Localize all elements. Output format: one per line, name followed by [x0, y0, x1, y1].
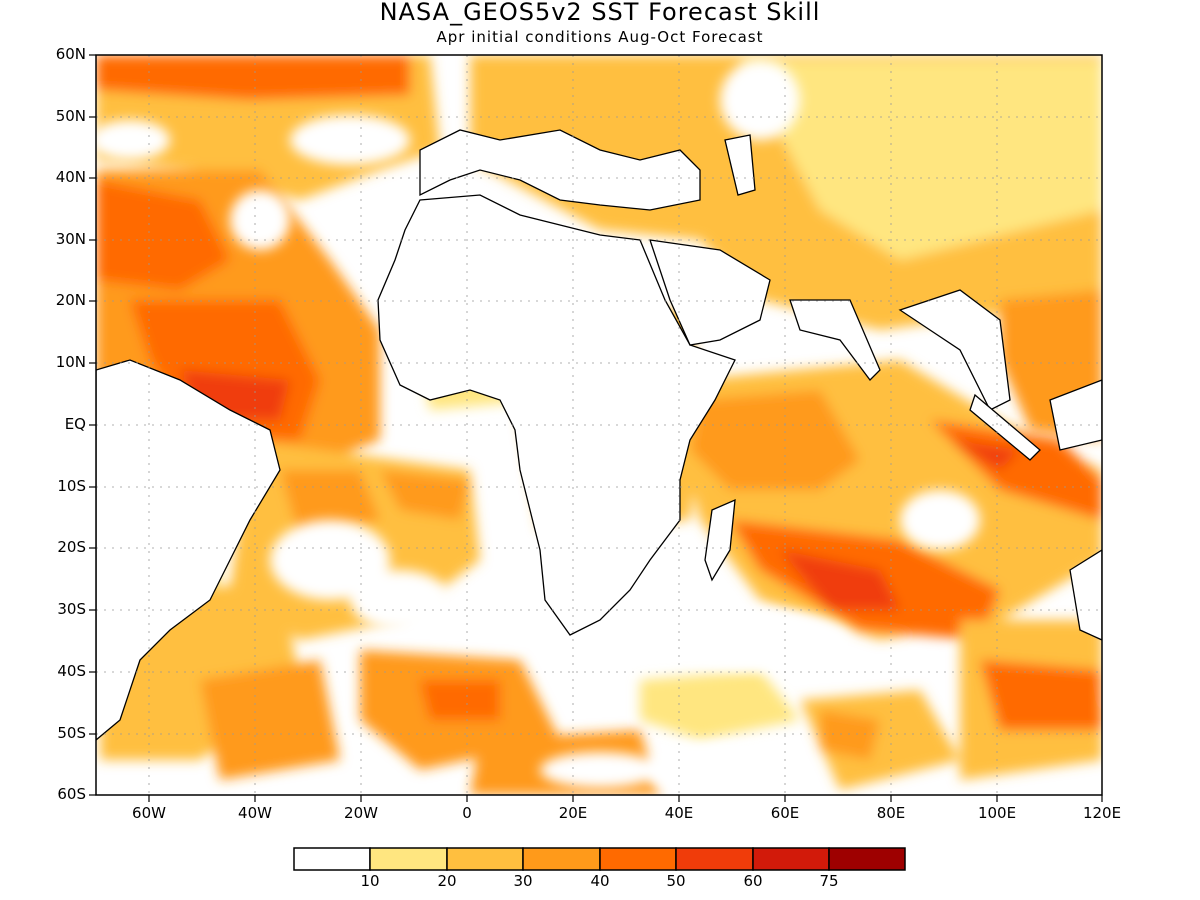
- lon-label: 20W: [344, 804, 378, 822]
- lat-label: 60N: [55, 45, 86, 63]
- lat-label: 30N: [55, 230, 86, 248]
- arabia: [649, 239, 771, 346]
- lat-label: 40N: [55, 168, 86, 186]
- lat-label: 10N: [55, 353, 86, 371]
- madagascar: [704, 498, 736, 582]
- sumatra: [969, 393, 1041, 461]
- colorbar-swatch-4: [599, 847, 677, 871]
- lat-label: 50N: [55, 107, 86, 125]
- lat-label: EQ: [64, 415, 86, 433]
- lat-label: 20S: [57, 538, 86, 556]
- chart-title: NASA_GEOS5v2 SST Forecast Skill: [379, 0, 821, 26]
- lat-label: 40S: [57, 662, 86, 680]
- lat-label: 10S: [57, 477, 86, 495]
- lon-label: 120E: [1082, 804, 1122, 822]
- europe: [419, 129, 701, 211]
- lat-label: 60S: [57, 785, 86, 803]
- colorbar-swatch-5: [675, 847, 754, 871]
- lon-label: 60E: [770, 804, 800, 822]
- colorbar-swatch-2: [446, 847, 524, 871]
- colorbar-label: 40: [590, 872, 610, 890]
- se-asia: [898, 289, 1011, 411]
- colorbar-swatch-3: [522, 847, 601, 871]
- caspian: [724, 134, 756, 196]
- south-america: [96, 359, 281, 741]
- colorbar-label: 75: [819, 872, 839, 890]
- lon-label: 60W: [132, 804, 166, 822]
- colorbar-label: 20: [437, 872, 457, 890]
- colorbar-label: 60: [743, 872, 763, 890]
- lat-label: 50S: [57, 724, 86, 742]
- lon-label: 20E: [558, 804, 588, 822]
- lon-label: 100E: [977, 804, 1017, 822]
- borneo: [1049, 379, 1102, 451]
- india: [789, 299, 881, 381]
- colorbar-label: 30: [513, 872, 533, 890]
- ticks: [89, 54, 1103, 802]
- lon-label: 0: [462, 804, 472, 822]
- chart-subtitle: Apr initial conditions Aug-Oct Forecast: [436, 28, 764, 46]
- lon-label: 40E: [664, 804, 694, 822]
- colorbar-swatch-0: [293, 847, 371, 871]
- colorbar-label: 50: [666, 872, 686, 890]
- colorbar: [293, 847, 906, 871]
- lat-label: 20N: [55, 291, 86, 309]
- colorbar-swatch-1: [369, 847, 448, 871]
- australia: [1069, 549, 1102, 641]
- gridlines: [96, 55, 1102, 795]
- lon-label: 40W: [238, 804, 272, 822]
- lon-label: 80E: [876, 804, 906, 822]
- lat-label: 30S: [57, 600, 86, 618]
- colorbar-swatch-6: [752, 847, 830, 871]
- colorbar-label: 10: [360, 872, 380, 890]
- colorbar-swatch-7: [828, 847, 906, 871]
